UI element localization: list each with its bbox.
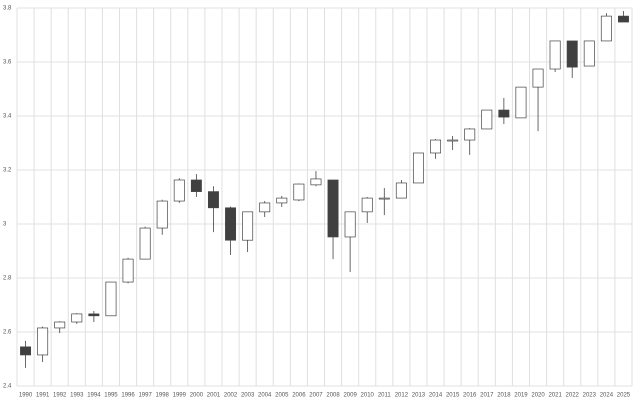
candle-body <box>498 109 510 118</box>
x-tick-label: 1990 <box>19 393 33 399</box>
candle-body <box>225 207 237 241</box>
x-tick-label: 2025 <box>617 393 631 399</box>
x-tick-label: 2003 <box>241 393 255 399</box>
candle-body <box>617 15 629 23</box>
y-tick-label: 2.4 <box>3 384 12 390</box>
y-tick-label: 2.8 <box>3 276 12 282</box>
candle-body <box>583 40 595 67</box>
x-tick-label: 2013 <box>412 393 426 399</box>
candle-body <box>361 197 373 213</box>
x-tick-label: 1991 <box>36 393 50 399</box>
candle-body <box>54 321 66 329</box>
candle-body <box>378 197 390 200</box>
candle-body <box>88 313 100 317</box>
candle-body <box>515 86 527 119</box>
candle-body <box>139 227 151 260</box>
x-tick-label: 2006 <box>292 393 306 399</box>
candle-body <box>207 191 219 209</box>
candle-body <box>566 40 578 68</box>
x-tick-label: 2024 <box>600 393 614 399</box>
x-tick-label: 2022 <box>566 393 580 399</box>
y-tick-label: 3.2 <box>3 168 12 174</box>
candle-body <box>447 139 459 142</box>
candle-body <box>412 152 424 184</box>
candle-body <box>395 182 407 199</box>
candle-body <box>276 197 288 204</box>
x-tick-label: 2016 <box>463 393 477 399</box>
x-tick-label: 1998 <box>156 393 170 399</box>
x-tick-label: 2001 <box>207 393 221 399</box>
candle-body <box>242 211 254 241</box>
x-tick-label: 1993 <box>70 393 84 399</box>
x-tick-label: 2011 <box>378 393 392 399</box>
x-tick-label: 1994 <box>87 393 101 399</box>
candle-body <box>430 139 442 154</box>
x-tick-label: 2018 <box>497 393 511 399</box>
x-tick-label: 2023 <box>583 393 597 399</box>
y-tick-label: 2.6 <box>3 330 12 336</box>
x-tick-label: 2015 <box>446 393 460 399</box>
x-tick-label: 1999 <box>173 393 187 399</box>
x-tick-label: 2019 <box>514 393 528 399</box>
x-tick-label: 2020 <box>531 393 545 399</box>
x-tick-label: 1997 <box>138 393 152 399</box>
candle-body <box>600 15 612 42</box>
x-tick-label: 2021 <box>548 393 562 399</box>
x-tick-label: 1992 <box>53 393 67 399</box>
candle-body <box>122 258 134 283</box>
x-tick-label: 2000 <box>190 393 204 399</box>
candle-body <box>464 128 476 141</box>
candle-body <box>481 109 493 130</box>
x-tick-label: 2002 <box>224 393 238 399</box>
candle-body <box>259 202 271 213</box>
x-tick-label: 2012 <box>395 393 409 399</box>
x-tick-label: 2007 <box>309 393 323 399</box>
y-tick-label: 3 <box>3 222 7 228</box>
x-tick-label: 2004 <box>258 393 272 399</box>
candle-body <box>173 179 185 202</box>
candle-body <box>549 40 561 70</box>
x-tick-label: 1995 <box>104 393 118 399</box>
y-tick-label: 3.4 <box>3 114 12 120</box>
x-tick-label: 2014 <box>429 393 443 399</box>
candle-body <box>344 211 356 238</box>
candle-body <box>327 179 339 238</box>
candle-body <box>190 179 202 192</box>
candle-body <box>20 346 32 356</box>
candle-body <box>37 327 49 356</box>
x-tick-label: 2005 <box>275 393 289 399</box>
candle-body <box>71 313 83 323</box>
candle-body <box>293 183 305 201</box>
x-tick-label: 2009 <box>343 393 357 399</box>
candle-body <box>105 281 117 317</box>
y-tick-label: 3.8 <box>3 6 12 12</box>
x-tick-label: 1996 <box>121 393 135 399</box>
y-tick-label: 3.6 <box>3 60 12 66</box>
candle-body <box>156 200 168 229</box>
x-tick-label: 2008 <box>326 393 340 399</box>
x-tick-label: 2017 <box>480 393 494 399</box>
x-tick-label: 2010 <box>361 393 375 399</box>
candle-body <box>310 178 322 186</box>
candle-body <box>532 68 544 88</box>
